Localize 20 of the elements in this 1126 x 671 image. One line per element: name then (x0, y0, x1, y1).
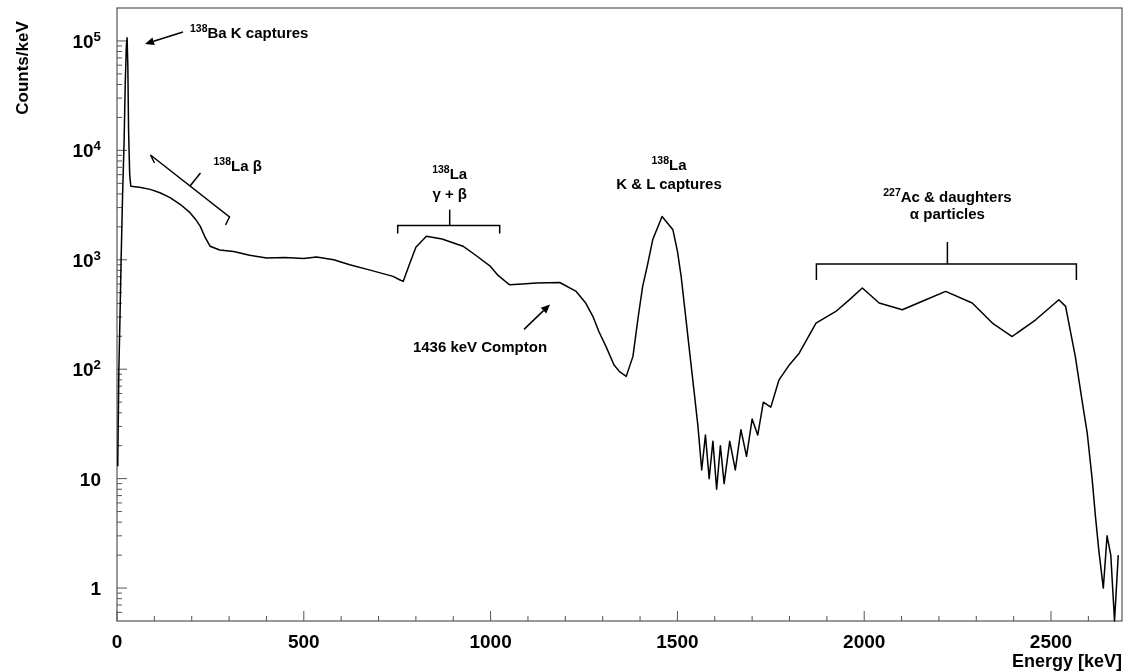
y-tick-label: 10$^{5}$ (72, 28, 102, 52)
x-tick-label: 500 (287, 631, 320, 652)
annotation: $^{138}$La K & L captures (616, 153, 722, 192)
y-tick-label: 1 (90, 578, 102, 600)
x-tick-label: 2000 (843, 631, 886, 652)
x-axis-title: Energy [keV] (1011, 651, 1122, 671)
annotation: $^{138}$Ba K captures (190, 22, 309, 41)
annotation: $^{227}$Ac & daughters α particles (883, 186, 1012, 222)
y-axis-title: Counts/keV (13, 20, 32, 115)
x-tick-label: 2500 (1029, 631, 1073, 652)
annotation: 1436 keV Compton (412, 338, 548, 356)
y-tick-label: 10$^{3}$ (72, 247, 101, 271)
x-tick-label: 1500 (656, 631, 699, 652)
x-tick-label: 1000 (469, 631, 512, 652)
x-tick-label: 0 (111, 631, 123, 652)
annotation: $^{138}$La γ + β (432, 162, 468, 202)
y-tick-label: 10 (79, 468, 101, 490)
y-tick-label: 10$^{4}$ (72, 137, 102, 162)
annotation: $^{138}$La β (213, 155, 262, 174)
y-tick-label: 10$^{2}$ (72, 356, 101, 381)
